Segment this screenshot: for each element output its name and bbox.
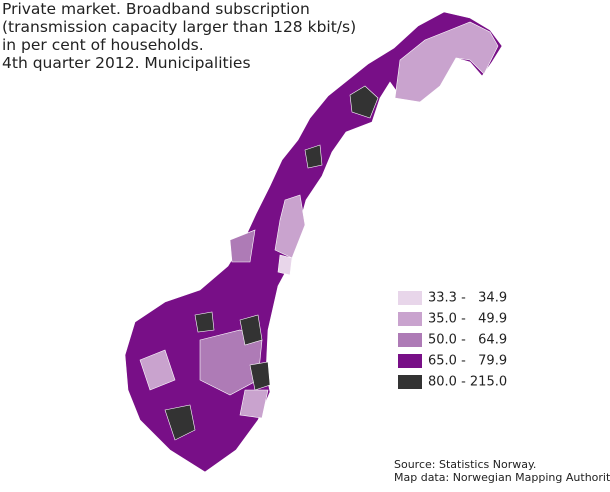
legend-swatch [398, 354, 422, 368]
map [124, 11, 503, 473]
legend-label: 80.0 - 215.0 [428, 375, 507, 390]
region [349, 85, 379, 119]
legend-label: 35.0 - 49.9 [428, 312, 507, 327]
legend-swatch [398, 291, 422, 305]
region [164, 404, 196, 441]
source: Source: Statistics Norway. [394, 458, 536, 471]
title-line: (transmission capacity larger than 128 k… [2, 18, 356, 36]
legend-swatch [398, 333, 422, 347]
region [139, 349, 176, 391]
region [239, 389, 269, 419]
legend-label: 65.0 - 79.9 [428, 354, 507, 369]
region [249, 361, 271, 391]
legend-label: 50.0 - 64.9 [428, 333, 507, 348]
region [304, 144, 323, 169]
region [194, 311, 215, 333]
title-line: 4th quarter 2012. Municipalities [2, 54, 251, 72]
region [394, 21, 499, 103]
legend: 33.3 - 34.9 35.0 - 49.9 50.0 - 64.9 65.0 - … [398, 291, 507, 390]
source: Map data: Norwegian Mapping Authority [394, 471, 610, 484]
title-line: in per cent of households. [2, 36, 204, 54]
country-outline [124, 11, 503, 473]
legend-swatch [398, 375, 422, 389]
legend-label: 33.3 - 34.9 [428, 291, 507, 306]
region [277, 254, 293, 276]
region [239, 314, 263, 346]
region [229, 229, 256, 263]
title-line: Private market. Broadband subscription [2, 0, 310, 18]
legend-swatch [398, 312, 422, 326]
